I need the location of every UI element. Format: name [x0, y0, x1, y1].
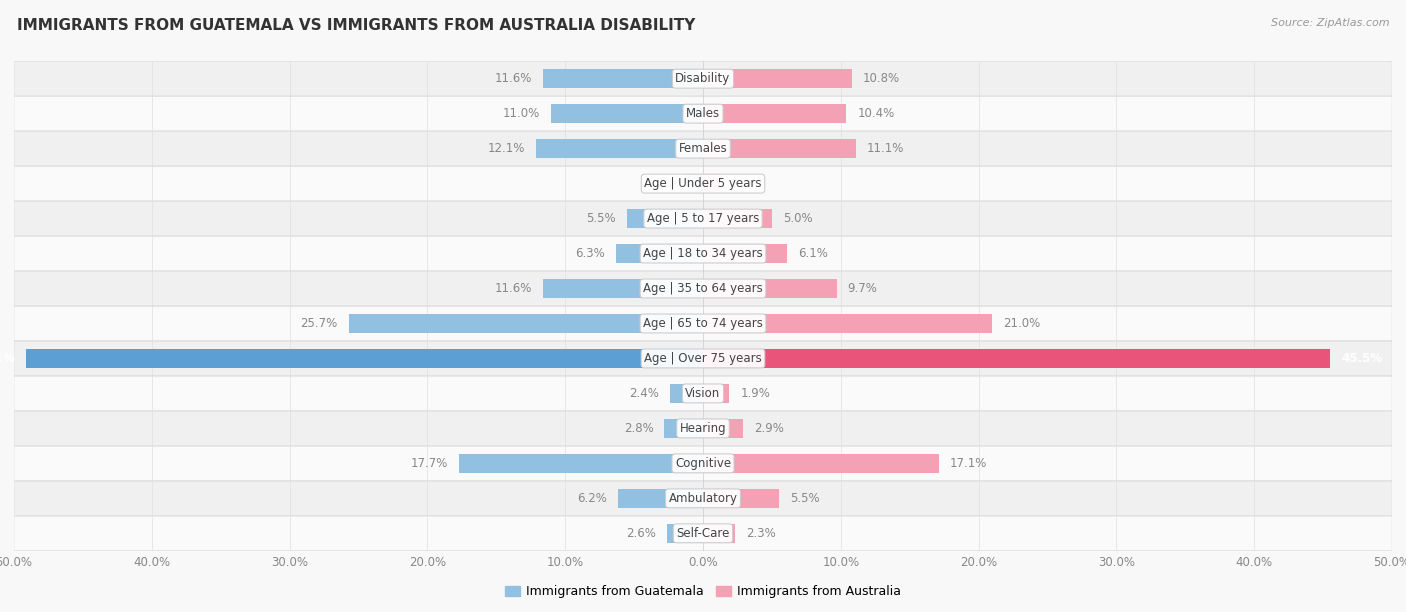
Text: 6.2%: 6.2%	[576, 492, 606, 505]
Text: 10.4%: 10.4%	[858, 107, 894, 120]
Bar	[703, 384, 730, 403]
Text: 6.1%: 6.1%	[799, 247, 828, 260]
Bar	[617, 489, 703, 508]
Bar	[703, 209, 772, 228]
Text: 11.1%: 11.1%	[868, 142, 904, 155]
Text: Age | 35 to 64 years: Age | 35 to 64 years	[643, 282, 763, 295]
FancyBboxPatch shape	[14, 411, 1392, 446]
Text: 5.5%: 5.5%	[586, 212, 616, 225]
Bar	[703, 489, 779, 508]
Text: Females: Females	[679, 142, 727, 155]
Text: Males: Males	[686, 107, 720, 120]
FancyBboxPatch shape	[14, 236, 1392, 271]
Text: 21.0%: 21.0%	[1004, 317, 1040, 330]
Text: Age | 65 to 74 years: Age | 65 to 74 years	[643, 317, 763, 330]
Text: 49.1%: 49.1%	[0, 352, 15, 365]
FancyBboxPatch shape	[14, 307, 1392, 341]
Text: Self-Care: Self-Care	[676, 527, 730, 540]
Bar	[686, 174, 703, 193]
Bar	[703, 524, 735, 543]
Text: 6.3%: 6.3%	[575, 247, 605, 260]
Text: 11.6%: 11.6%	[495, 72, 531, 85]
Text: Age | Over 75 years: Age | Over 75 years	[644, 352, 762, 365]
FancyBboxPatch shape	[14, 132, 1392, 166]
Bar	[703, 174, 720, 193]
FancyBboxPatch shape	[14, 201, 1392, 236]
Bar	[665, 419, 703, 438]
Text: Cognitive: Cognitive	[675, 457, 731, 470]
Text: 5.0%: 5.0%	[783, 212, 813, 225]
Text: 45.5%: 45.5%	[1341, 352, 1382, 365]
Text: Age | Under 5 years: Age | Under 5 years	[644, 177, 762, 190]
Text: 2.9%: 2.9%	[754, 422, 785, 435]
Bar	[668, 524, 703, 543]
FancyBboxPatch shape	[14, 97, 1392, 131]
Text: Hearing: Hearing	[679, 422, 727, 435]
Bar	[536, 139, 703, 159]
Bar	[703, 279, 837, 298]
Text: 5.5%: 5.5%	[790, 492, 820, 505]
Legend: Immigrants from Guatemala, Immigrants from Australia: Immigrants from Guatemala, Immigrants fr…	[499, 580, 907, 603]
Bar	[460, 453, 703, 473]
Bar	[703, 349, 1330, 368]
Bar	[703, 69, 852, 88]
Bar	[543, 69, 703, 88]
Text: 9.7%: 9.7%	[848, 282, 877, 295]
Bar	[543, 279, 703, 298]
Bar	[616, 244, 703, 263]
Text: 2.8%: 2.8%	[624, 422, 654, 435]
Bar	[669, 384, 703, 403]
FancyBboxPatch shape	[14, 516, 1392, 550]
Bar	[703, 244, 787, 263]
FancyBboxPatch shape	[14, 271, 1392, 305]
Text: Disability: Disability	[675, 72, 731, 85]
Text: Vision: Vision	[685, 387, 721, 400]
Text: 12.1%: 12.1%	[488, 142, 526, 155]
FancyBboxPatch shape	[14, 376, 1392, 411]
Bar	[627, 209, 703, 228]
FancyBboxPatch shape	[14, 341, 1392, 376]
Text: 25.7%: 25.7%	[301, 317, 337, 330]
Text: 10.8%: 10.8%	[863, 72, 900, 85]
Text: 11.6%: 11.6%	[495, 282, 531, 295]
Text: 11.0%: 11.0%	[503, 107, 540, 120]
Text: Source: ZipAtlas.com: Source: ZipAtlas.com	[1271, 18, 1389, 28]
Text: 2.6%: 2.6%	[626, 527, 657, 540]
FancyBboxPatch shape	[14, 446, 1392, 480]
Bar	[27, 349, 703, 368]
Text: 2.4%: 2.4%	[628, 387, 659, 400]
Text: 17.7%: 17.7%	[411, 457, 449, 470]
Text: Ambulatory: Ambulatory	[668, 492, 738, 505]
Bar	[703, 104, 846, 123]
FancyBboxPatch shape	[14, 62, 1392, 96]
Bar	[703, 453, 939, 473]
Text: 1.2%: 1.2%	[731, 177, 761, 190]
Text: IMMIGRANTS FROM GUATEMALA VS IMMIGRANTS FROM AUSTRALIA DISABILITY: IMMIGRANTS FROM GUATEMALA VS IMMIGRANTS …	[17, 18, 695, 34]
Text: 2.3%: 2.3%	[745, 527, 776, 540]
FancyBboxPatch shape	[14, 166, 1392, 201]
Bar	[703, 419, 742, 438]
Bar	[703, 314, 993, 333]
FancyBboxPatch shape	[14, 481, 1392, 515]
Bar	[551, 104, 703, 123]
Text: 1.2%: 1.2%	[645, 177, 675, 190]
Text: 1.9%: 1.9%	[740, 387, 770, 400]
Text: Age | 18 to 34 years: Age | 18 to 34 years	[643, 247, 763, 260]
Bar	[703, 139, 856, 159]
Bar	[349, 314, 703, 333]
Text: Age | 5 to 17 years: Age | 5 to 17 years	[647, 212, 759, 225]
Text: 17.1%: 17.1%	[949, 457, 987, 470]
